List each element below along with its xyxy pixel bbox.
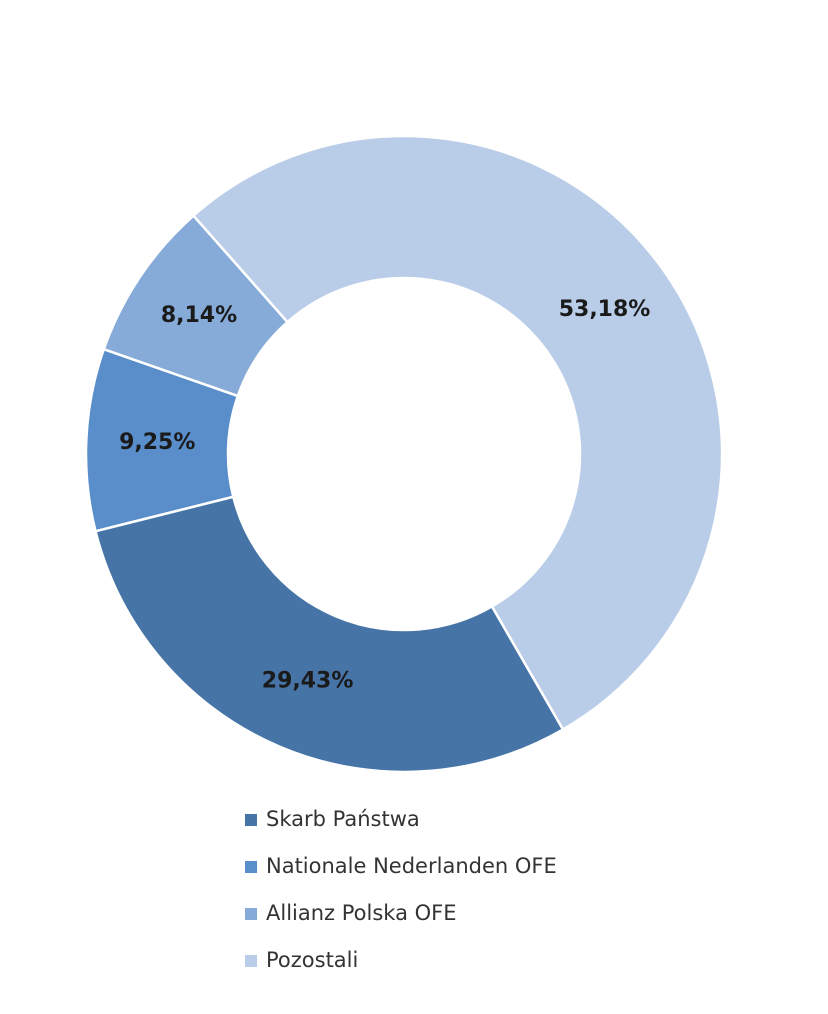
value-label: 29,43% xyxy=(262,668,354,693)
legend-label: Nationale Nederlanden OFE xyxy=(266,854,557,878)
legend-swatch xyxy=(245,908,257,920)
legend-swatch xyxy=(245,814,257,826)
legend-swatch xyxy=(245,955,257,967)
value-label: 9,25% xyxy=(119,430,195,455)
donut-slice xyxy=(191,134,724,732)
legend-label: Skarb Państwa xyxy=(266,807,420,831)
legend-label: Allianz Polska OFE xyxy=(266,901,457,925)
donut-slice xyxy=(93,495,565,774)
legend-label: Pozostali xyxy=(266,948,358,972)
legend-swatch xyxy=(245,861,257,873)
value-label: 8,14% xyxy=(161,303,237,328)
value-label: 53,18% xyxy=(559,297,651,322)
